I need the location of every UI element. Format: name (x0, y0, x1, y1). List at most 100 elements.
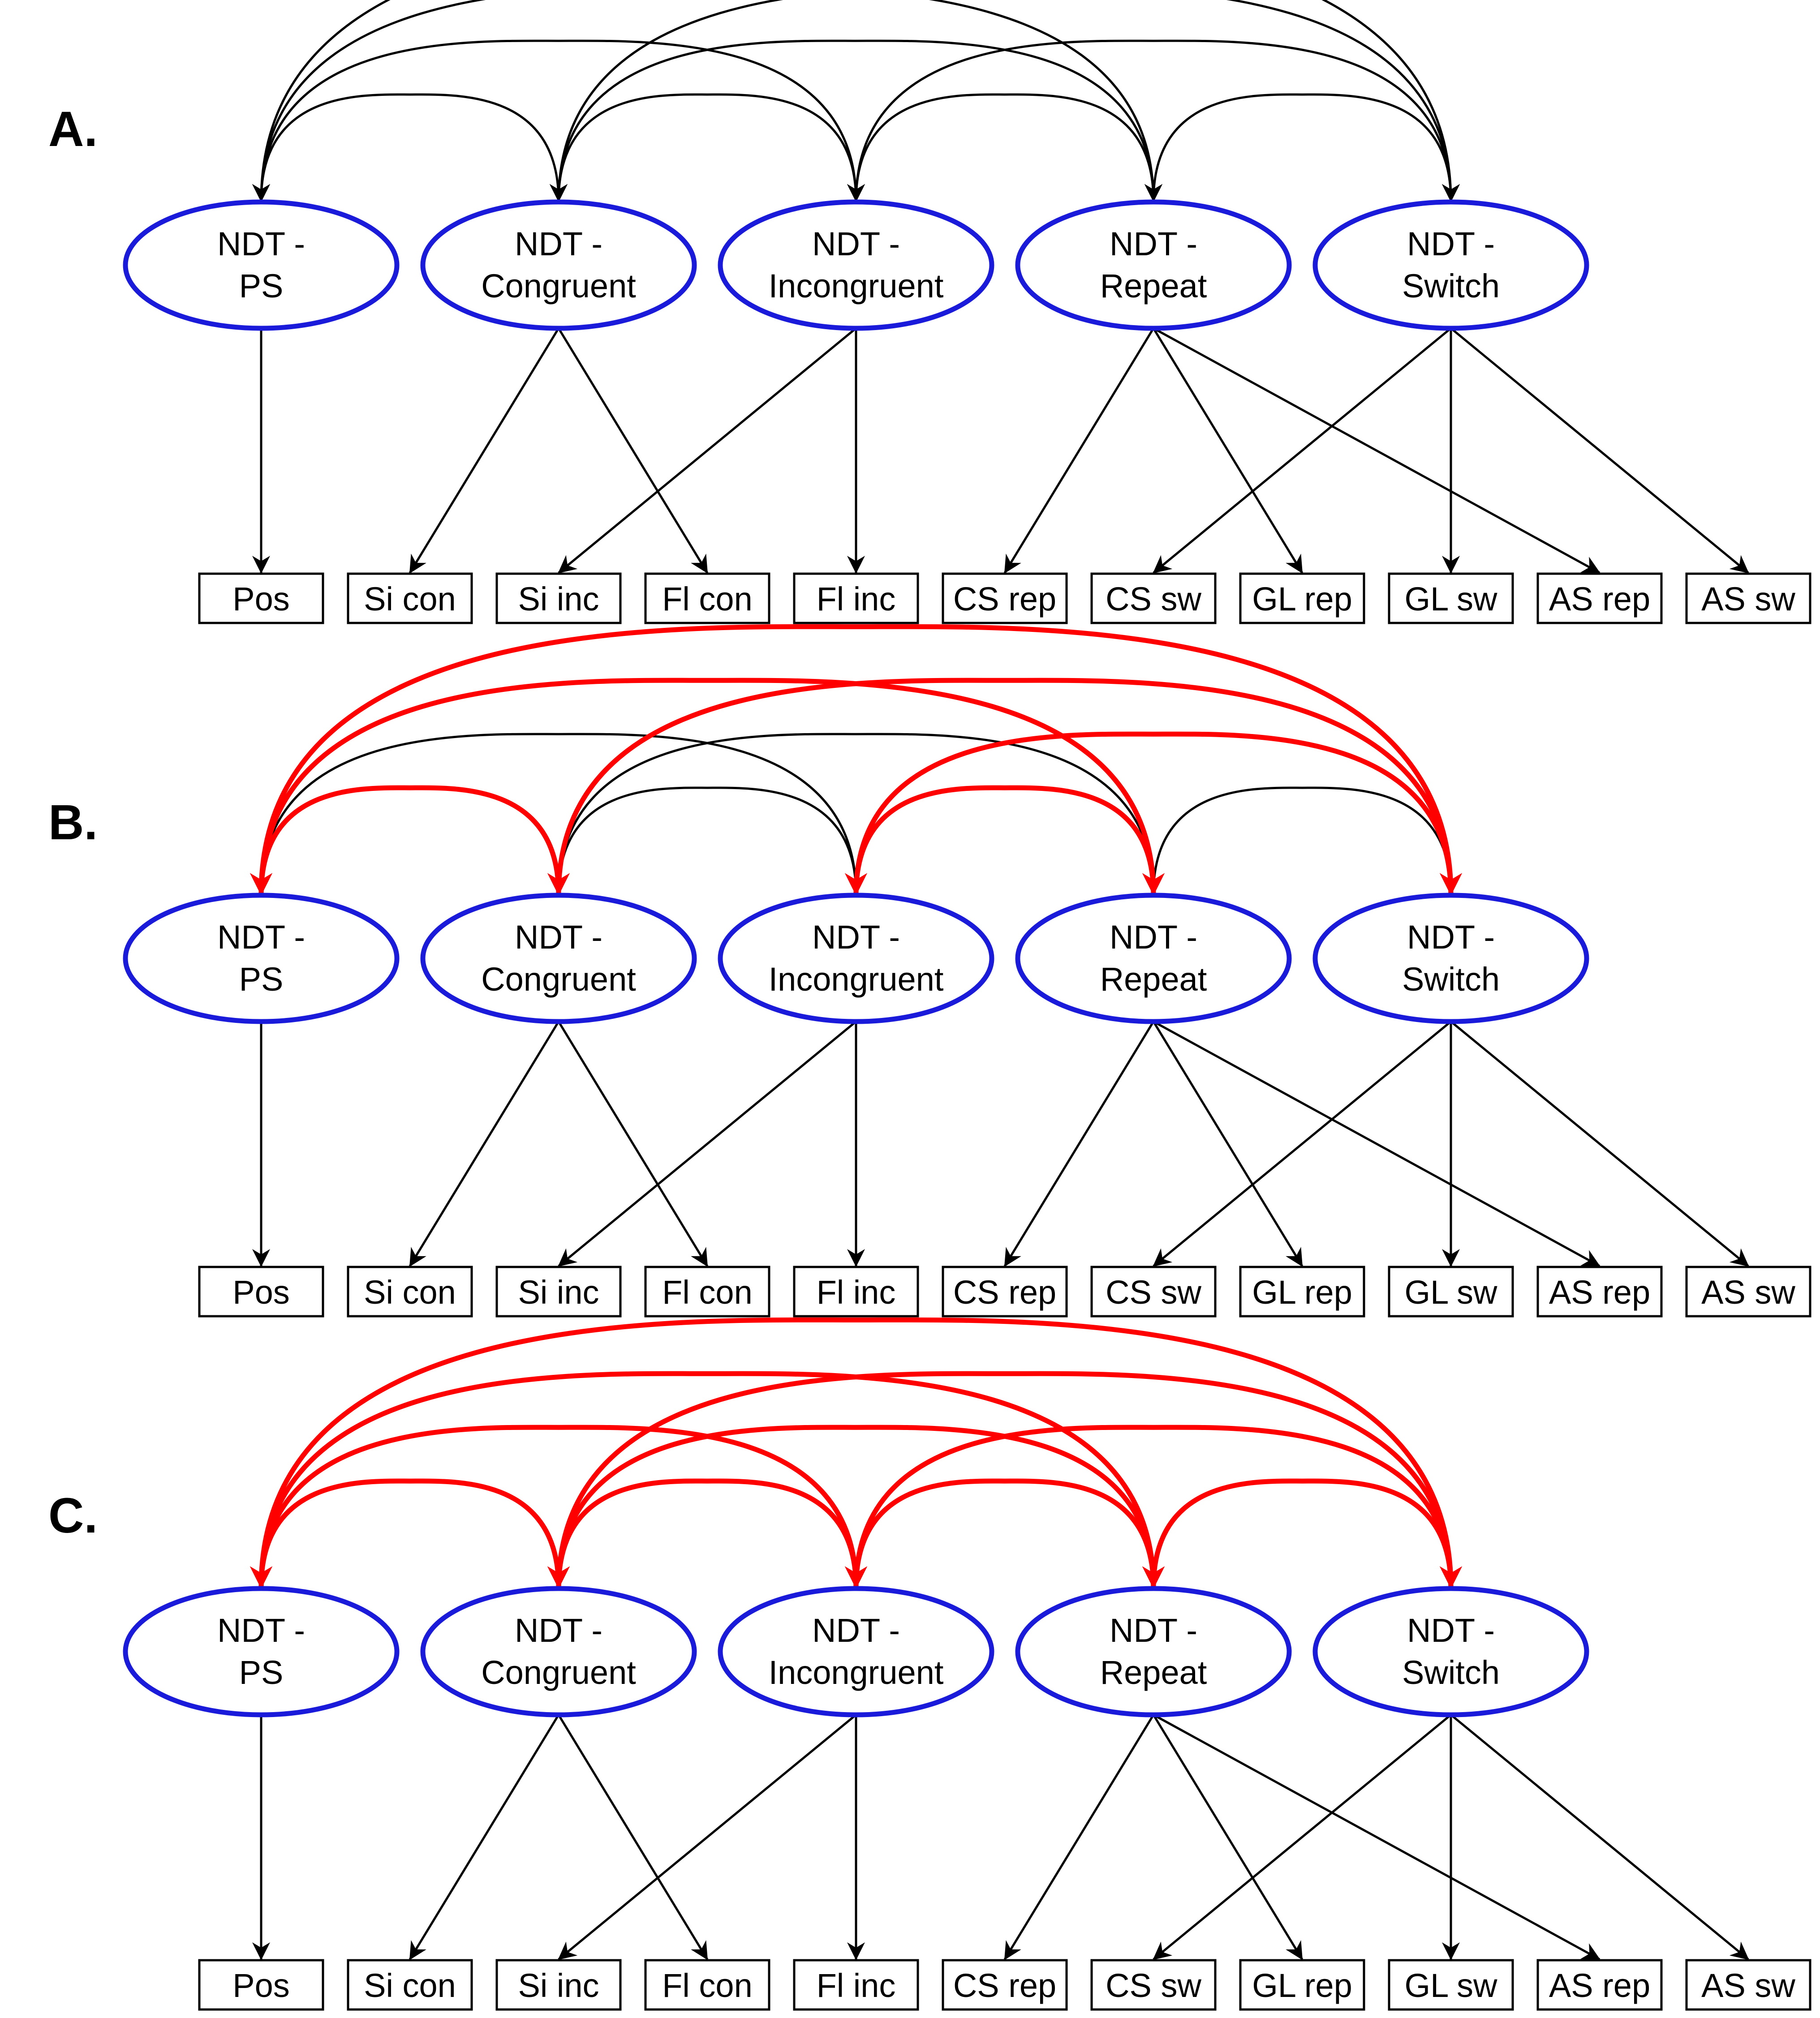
factor-ps: NDT - PS (123, 893, 400, 1024)
factor-label-line1: NDT - (1110, 919, 1197, 956)
indicator-label: Fl con (662, 1967, 753, 2004)
factor-ellipse (1312, 199, 1589, 331)
indicator-asrep: AS rep (1536, 572, 1663, 624)
correlation-rep-sw (1144, 93, 1460, 202)
factor-label-line2: Incongruent (769, 961, 944, 998)
correlation-rep-sw (1144, 786, 1460, 895)
factor-label-line2: PS (239, 1654, 284, 1691)
loading-rep-csrep (1003, 327, 1155, 574)
panel-label: C. (48, 1488, 98, 1543)
correlation-ps-inc (252, 39, 865, 202)
indicator-glsw: GL sw (1388, 1959, 1514, 2011)
indicator-siinc: Si inc (495, 572, 622, 624)
indicator-box (793, 1266, 919, 1318)
indicator-pos: Pos (198, 1266, 324, 1318)
indicator-box (644, 1959, 770, 2011)
indicator-siinc: Si inc (495, 1266, 622, 1318)
indicator-csrep: CS rep (942, 1959, 1068, 2011)
factor-incongruent: NDT - Incongruent (718, 1586, 994, 1717)
factor-ellipse (1312, 893, 1589, 1024)
indicator-box (1536, 1959, 1663, 2011)
indicator-cssw: CS sw (1090, 1959, 1217, 2011)
indicator-box (793, 1959, 919, 2011)
indicator-flinc: Fl inc (793, 1266, 919, 1318)
indicator-label: AS sw (1701, 1274, 1795, 1311)
indicator-box (1090, 1959, 1217, 2011)
correlation-inc-sw (845, 1425, 1462, 1589)
factor-repeat: NDT - Repeat (1015, 1586, 1292, 1717)
factor-ellipse (123, 893, 400, 1024)
indicator-flinc: Fl inc (793, 572, 919, 624)
correlation-ps-con (250, 785, 570, 896)
indicator-box (1239, 572, 1365, 624)
indicator-sicon: Si con (347, 1959, 473, 2011)
loading-sw-cssw (1153, 1021, 1452, 1267)
indicator-label: Pos (232, 1274, 290, 1311)
indicator-box (198, 1266, 324, 1318)
factor-congruent: NDT - Congruent (420, 199, 697, 331)
factor-label-line2: Congruent (481, 267, 636, 305)
indicator-label: Pos (232, 580, 290, 618)
indicator-box (347, 1959, 473, 2011)
indicator-box (1685, 1959, 1811, 2011)
indicator-box (1536, 572, 1663, 624)
indicator-box (1090, 1266, 1217, 1318)
correlation-ps-con (252, 93, 568, 202)
indicator-box (1239, 1266, 1365, 1318)
factor-label-line2: PS (239, 267, 284, 305)
indicator-label: Fl con (662, 580, 753, 618)
loading-rep-glrep (1152, 327, 1304, 574)
indicator-flcon: Fl con (644, 572, 770, 624)
indicator-label: Si inc (518, 580, 599, 618)
correlation-con-rep (547, 1425, 1165, 1589)
correlation-con-inc (550, 786, 865, 895)
loading-sw-assw (1450, 1021, 1749, 1267)
indicator-label: Fl inc (817, 1967, 896, 2004)
panel-label: A. (48, 102, 98, 157)
loading-rep-glrep (1152, 1021, 1304, 1267)
indicator-asrep: AS rep (1536, 1959, 1663, 2011)
loading-rep-glrep (1152, 1714, 1304, 1960)
factor-ps: NDT - PS (123, 1586, 400, 1717)
indicator-cssw: CS sw (1090, 1266, 1217, 1318)
factor-label-line1: NDT - (812, 1612, 900, 1649)
indicator-box (1090, 572, 1217, 624)
indicator-label: CS sw (1106, 1274, 1201, 1311)
indicator-box (1388, 1266, 1514, 1318)
factor-label-line1: NDT - (1407, 919, 1495, 956)
indicator-pos: Pos (198, 1959, 324, 2011)
correlation-inc-sw (845, 731, 1462, 896)
indicator-box (644, 1266, 770, 1318)
loading-inc-siinc (558, 327, 857, 574)
factor-label-line2: Switch (1402, 961, 1500, 998)
loading-rep-csrep (1003, 1021, 1155, 1267)
indicator-label: Si con (364, 1967, 456, 2004)
indicator-label: CS rep (953, 580, 1056, 618)
factor-label-line2: Congruent (481, 1654, 636, 1691)
factor-ellipse (1015, 199, 1292, 331)
loading-con-sicon (409, 1021, 560, 1267)
indicator-label: CS rep (953, 1967, 1056, 2004)
indicator-label: GL sw (1405, 1274, 1498, 1311)
factor-label-line2: Repeat (1100, 267, 1207, 305)
factor-congruent: NDT - Congruent (420, 1586, 697, 1717)
factor-label-line2: Incongruent (769, 1654, 944, 1691)
correlation-con-sw (547, 678, 1462, 896)
factor-label-line2: Switch (1402, 267, 1500, 305)
indicator-glrep: GL rep (1239, 1266, 1365, 1318)
factor-ellipse (718, 199, 994, 331)
indicator-label: CS sw (1106, 1967, 1201, 2004)
factor-label-line2: Switch (1402, 1654, 1500, 1691)
factor-switch: NDT - Switch (1312, 893, 1589, 1024)
correlation-con-inc (547, 1478, 867, 1589)
indicator-assw: AS sw (1685, 1266, 1811, 1318)
factor-ellipse (718, 893, 994, 1024)
indicator-label: Fl inc (817, 1274, 896, 1311)
correlation-ps-inc (250, 1425, 867, 1589)
loading-rep-csrep (1003, 1714, 1155, 1960)
correlation-ps-sw (250, 1317, 1462, 1589)
factor-ellipse (420, 199, 697, 331)
loading-rep-asrep (1153, 1713, 1601, 1961)
indicator-flcon: Fl con (644, 1266, 770, 1318)
